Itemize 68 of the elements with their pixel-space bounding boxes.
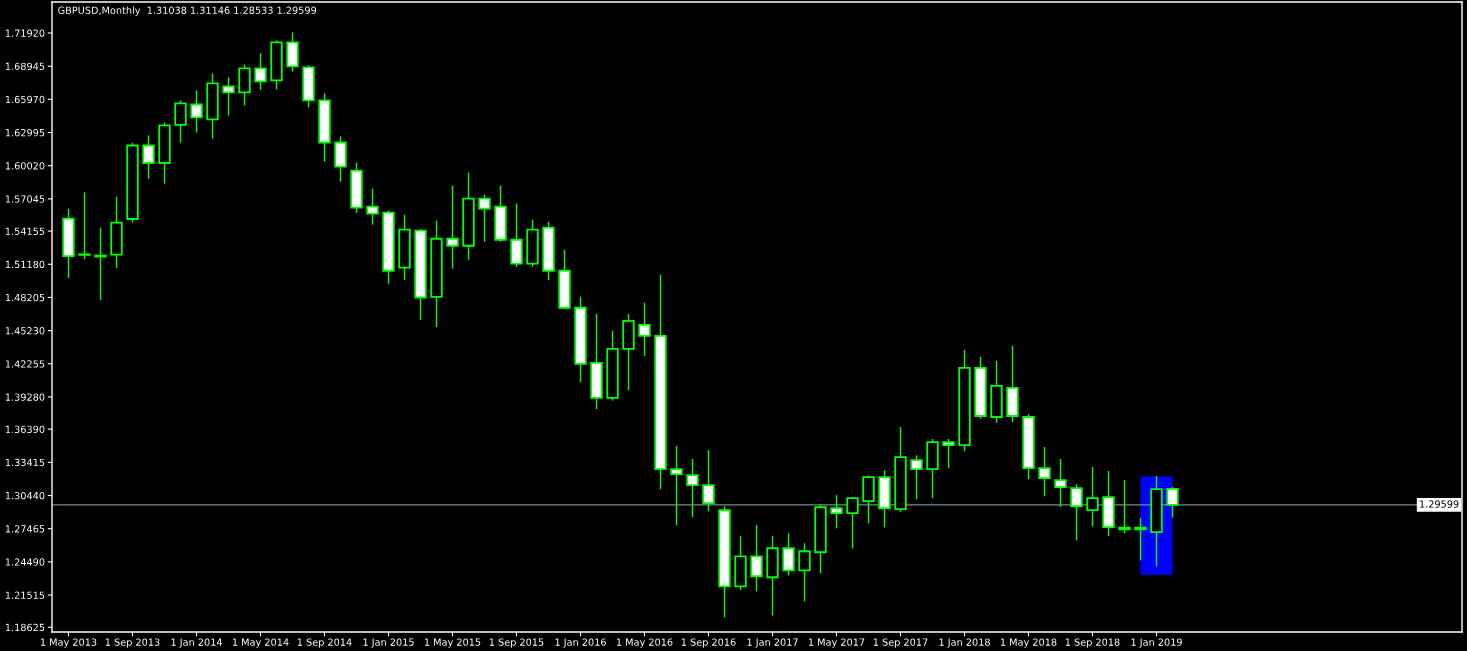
candlestick bbox=[1038, 447, 1051, 497]
candlestick bbox=[846, 497, 859, 549]
candlestick bbox=[1086, 467, 1099, 527]
candlestick bbox=[670, 446, 683, 526]
candlestick bbox=[1118, 480, 1131, 534]
y-tick-label: 1.51180 bbox=[5, 260, 45, 269]
y-tick-label: 1.68945 bbox=[5, 62, 45, 70]
candlestick bbox=[686, 459, 699, 518]
y-tick-label: 1.71920 bbox=[5, 29, 45, 37]
y-tick-label: 1.48205 bbox=[5, 293, 45, 302]
x-tick-label: 1 May 2015 bbox=[424, 638, 481, 648]
y-tick-label: 1.65970 bbox=[5, 95, 45, 104]
x-tick-label: 1 May 2016 bbox=[616, 638, 673, 648]
y-tick-label: 1.39280 bbox=[5, 393, 45, 401]
y-tick-label: 1.33415 bbox=[5, 458, 45, 467]
candlestick bbox=[1054, 459, 1067, 507]
candlestick bbox=[798, 543, 811, 602]
candlestick bbox=[510, 203, 523, 267]
candlestick bbox=[830, 495, 843, 529]
y-tick-label: 1.24490 bbox=[5, 558, 45, 566]
x-tick-label: 1 Sep 2015 bbox=[489, 638, 544, 648]
x-tick-label: 1 Jan 2015 bbox=[363, 638, 414, 648]
x-tick-label: 1 Sep 2017 bbox=[873, 638, 928, 648]
candlestick bbox=[702, 450, 715, 512]
x-tick-label: 1 May 2014 bbox=[232, 638, 289, 648]
x-tick-label: 1 May 2013 bbox=[40, 638, 97, 648]
x-tick-label: 1 Jan 2016 bbox=[555, 638, 606, 648]
candlestick bbox=[446, 185, 459, 269]
y-tick-label: 1.18625 bbox=[5, 623, 45, 632]
y-tick-label: 1.36390 bbox=[5, 425, 45, 434]
y-tick-label: 1.62995 bbox=[5, 128, 45, 137]
x-tick-label: 1 Jan 2014 bbox=[171, 638, 222, 648]
y-tick-label: 1.45230 bbox=[5, 327, 45, 335]
x-tick-label: 1 May 2018 bbox=[1000, 638, 1057, 648]
candlestick bbox=[190, 90, 203, 133]
y-tick-label: 1.57045 bbox=[5, 195, 45, 203]
x-tick-label: 1 Sep 2014 bbox=[297, 638, 352, 648]
candlestick bbox=[638, 302, 651, 356]
y-tick-label: 1.21515 bbox=[5, 591, 45, 599]
candlestick bbox=[254, 53, 267, 90]
candlestick bbox=[366, 188, 379, 225]
candlestick bbox=[1070, 484, 1083, 541]
candlestick bbox=[478, 194, 491, 242]
y-tick-label: 1.60020 bbox=[5, 162, 45, 170]
y-tick-label: 1.54155 bbox=[5, 227, 45, 235]
candlestick bbox=[782, 533, 795, 576]
x-tick-label: 1 Sep 2018 bbox=[1065, 638, 1120, 648]
candlestick bbox=[142, 135, 155, 179]
candlestick bbox=[1166, 486, 1179, 518]
y-tick-label: 1.27465 bbox=[5, 525, 45, 533]
candlestick bbox=[174, 100, 187, 143]
candlestick bbox=[750, 525, 763, 592]
x-tick-label: 1 Jan 2018 bbox=[939, 638, 990, 648]
candlestick bbox=[286, 32, 299, 72]
x-tick-label: 1 Jan 2017 bbox=[747, 638, 798, 648]
x-tick-label: 1 Sep 2016 bbox=[681, 638, 736, 648]
x-tick-label: 1 Jan 2019 bbox=[1131, 638, 1182, 648]
candlestick bbox=[1134, 518, 1147, 561]
y-tick-label: 1.42255 bbox=[5, 360, 45, 368]
candlestick bbox=[942, 439, 955, 469]
candlestick bbox=[222, 77, 235, 116]
candlestick bbox=[78, 192, 91, 260]
candlestick bbox=[910, 455, 923, 500]
chart-title: GBPUSD,Monthly 1.31038 1.31146 1.28533 1.29599 bbox=[58, 6, 317, 16]
ref-line-label: 1.29599 bbox=[1420, 500, 1459, 508]
x-tick-label: 1 Sep 2013 bbox=[105, 638, 160, 648]
y-tick-label: 1.30440 bbox=[5, 492, 45, 500]
x-tick-label: 1 May 2017 bbox=[808, 638, 865, 648]
